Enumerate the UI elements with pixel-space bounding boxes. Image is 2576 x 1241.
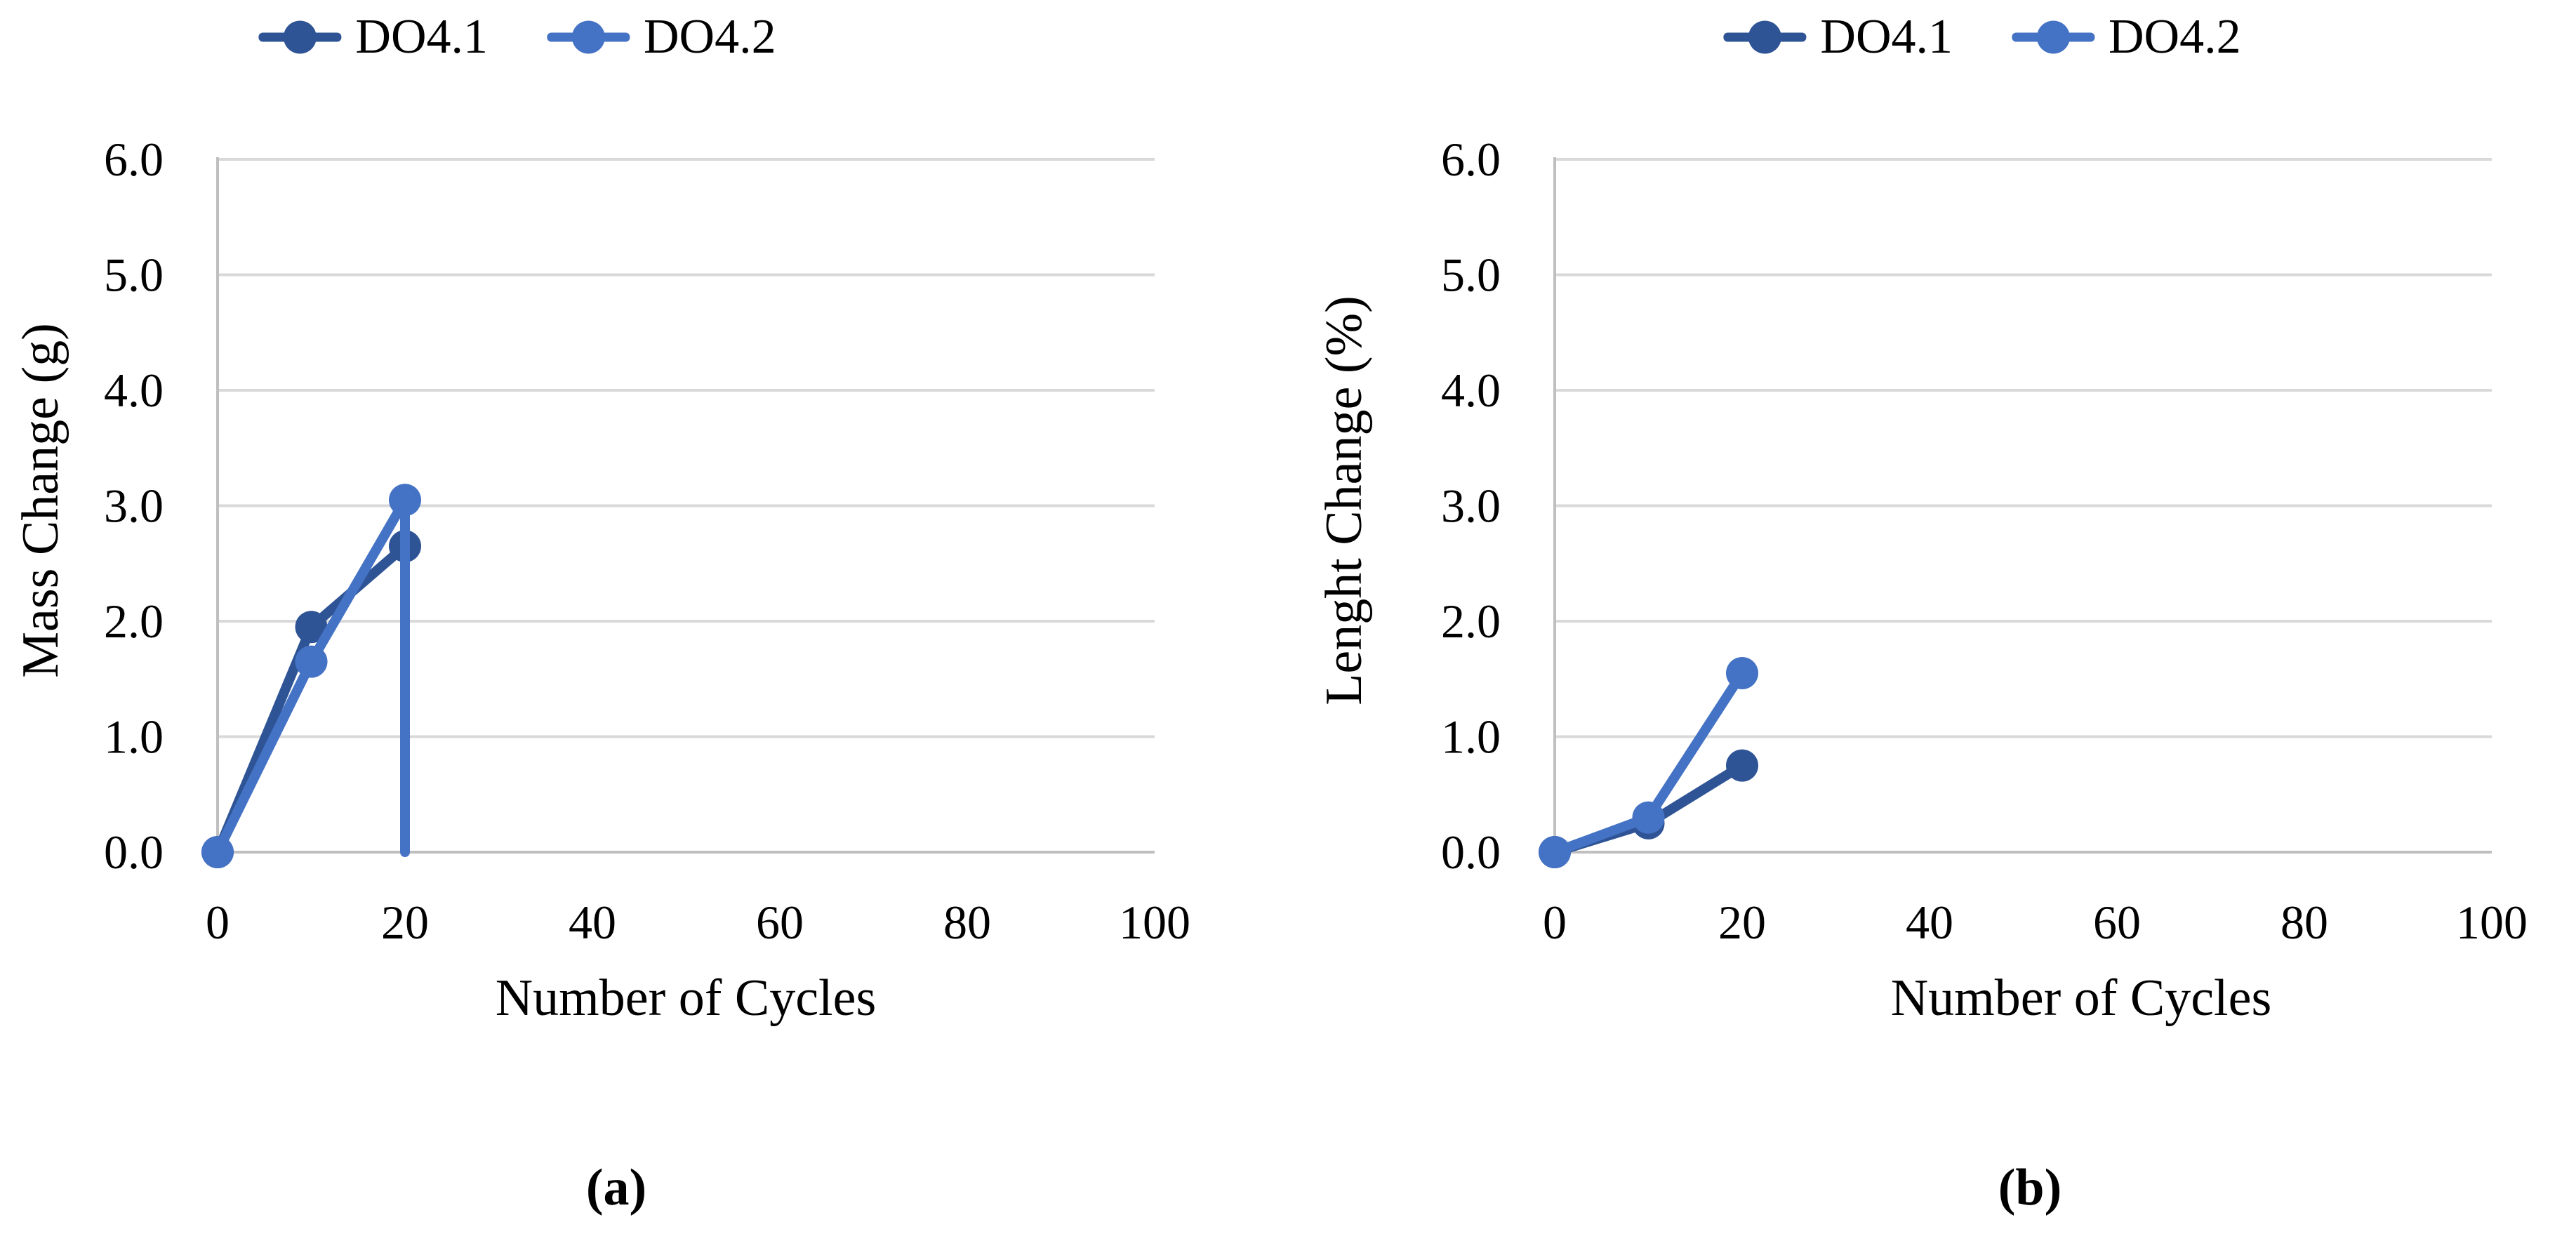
legend: DO4.1 DO4.2	[1723, 13, 2241, 62]
x-tick-label: 40	[1906, 896, 1953, 949]
data-point-DO4.2	[295, 645, 328, 678]
x-tick-label: 20	[381, 896, 429, 949]
legend-item-do4-1: DO4.1	[1723, 13, 1953, 62]
series-line-DO4.1	[213, 541, 410, 857]
data-point-DO4.2	[1539, 836, 1571, 868]
y-tick-label: 5.0	[1441, 248, 1501, 302]
panel-caption: (a)	[585, 1159, 647, 1216]
y-tick-label: 4.0	[1441, 364, 1501, 417]
x-axis-title: Number of Cycles	[1890, 969, 2272, 1027]
data-point-DO4.1	[1726, 749, 1758, 782]
series-line-DO4.2	[213, 495, 410, 857]
y-tick-label: 2.0	[104, 595, 164, 648]
chart-panel-a: DO4.1 DO4.2 Mass Change (g) 0.0 1.0 2.0 3.0…	[12, 13, 1190, 1216]
chart-panel-b: DO4.1 DO4.2 Lenght Change (%) 0.0 1.0 2.0 3…	[1288, 0, 2576, 1241]
y-tick-label: 3.0	[104, 479, 164, 533]
x-tick-label: 100	[1119, 896, 1190, 949]
legend-line-marker-icon	[2012, 20, 2094, 55]
data-point-DO4.2	[201, 836, 234, 868]
plot-area: 0.0 1.0 2.0 3.0 4.0 5.0 6.0 0 20 40 60 80 100	[104, 133, 1190, 949]
y-tick-label: 0.0	[1441, 825, 1501, 879]
plot-area: 0.0 1.0 2.0 3.0 4.0 5.0 6.0 0 20 40 60 80 100	[1441, 133, 2528, 949]
x-tick-label: 100	[2456, 896, 2528, 949]
legend-label: DO4.1	[355, 10, 488, 64]
x-axis-title: Number of Cycles	[495, 969, 877, 1027]
x-tick-label: 0	[1543, 896, 1567, 949]
legend-line-marker-icon	[258, 20, 342, 55]
data-point-DO4.2	[389, 484, 421, 517]
y-tick-label: 0.0	[104, 825, 164, 879]
legend-line-marker-icon	[547, 20, 630, 55]
y-tick-label: 1.0	[1441, 710, 1501, 764]
y-tick-label: 2.0	[1441, 595, 1501, 648]
legend-item-do4-2: DO4.2	[547, 13, 776, 62]
panel-caption: (b)	[1998, 1159, 2062, 1216]
legend-label: DO4.1	[1820, 10, 1953, 64]
y-tick-label: 6.0	[104, 133, 164, 186]
y-tick-label: 4.0	[104, 364, 164, 417]
x-tick-label: 60	[2093, 896, 2141, 949]
data-point-DO4.1	[295, 611, 328, 644]
data-point-DO4.2	[1726, 657, 1758, 689]
y-tick-label: 3.0	[1441, 479, 1501, 533]
legend: DO4.1 DO4.2	[258, 13, 776, 62]
x-tick-label: 0	[206, 896, 230, 949]
x-tick-label: 40	[569, 896, 616, 949]
x-tick-label: 80	[943, 896, 991, 949]
y-tick-label: 5.0	[104, 248, 164, 302]
data-point-DO4.2	[1632, 801, 1665, 834]
x-tick-label: 60	[756, 896, 804, 949]
legend-label: DO4.2	[2109, 10, 2241, 64]
legend-item-do4-1: DO4.1	[258, 13, 488, 62]
legend-line-marker-icon	[1723, 20, 1807, 55]
legend-item-do4-2: DO4.2	[2012, 13, 2241, 62]
legend-label: DO4.2	[644, 10, 776, 64]
x-tick-label: 20	[1718, 896, 1766, 949]
x-tick-label: 80	[2280, 896, 2328, 949]
y-tick-label: 6.0	[1441, 133, 1501, 186]
y-tick-label: 1.0	[104, 710, 164, 764]
